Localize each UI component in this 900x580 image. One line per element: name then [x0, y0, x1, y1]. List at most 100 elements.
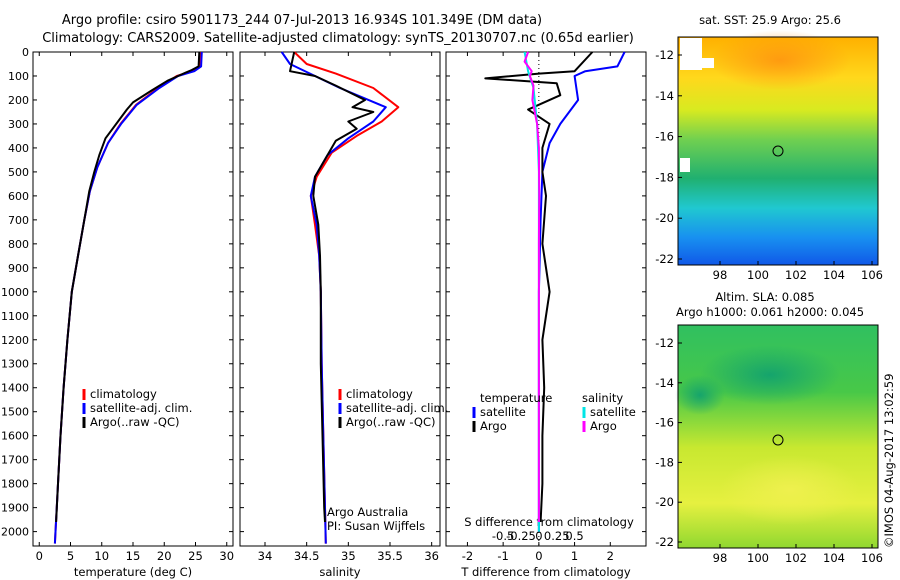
difference-panel: -2 -1 0 1 2 T difference from climatology S di…	[445, 51, 647, 579]
depth-tick-label: 1300	[1, 358, 29, 371]
diff-legend-label: Argo	[590, 419, 617, 433]
depth-tick-label: 1900	[1, 502, 29, 515]
differences-series-s-argo	[523, 51, 541, 522]
differences-xlabel: T difference from climatology	[460, 565, 631, 579]
sst-map-ticks: -12 -14 -16 -18 -20 -22 98 100 102 104 106	[655, 48, 883, 282]
salinity-xtick-label: 36	[424, 549, 439, 563]
temperature-xtick-label: 0	[36, 549, 43, 563]
sla-map-title-1: Altim. SLA: 0.085	[715, 290, 814, 304]
salinity-series-climatology	[293, 51, 400, 544]
depth-tick-label: 0	[22, 46, 29, 59]
map-longitude-label: 100	[747, 268, 769, 282]
diff-legend-salinity-title: salinity	[582, 391, 623, 405]
differences-xtick-label: 0	[535, 549, 542, 563]
map-longitude-label: 98	[713, 551, 728, 565]
sla-map: Altim. SLA: 0.085 Argo h1000: 0.061 h200…	[655, 290, 883, 565]
map-latitude-label: -14	[655, 376, 674, 390]
differences-axes-frame	[445, 51, 647, 547]
differences-series-t-argo	[484, 51, 594, 523]
salinity-legend-label: climatology	[346, 387, 413, 401]
depth-tick-label: 1000	[1, 286, 29, 299]
map-latitude-label: -18	[655, 455, 674, 469]
map-latitude-label: -16	[655, 130, 674, 144]
depth-tick-label: 1500	[1, 406, 29, 419]
depth-tick-label: 1600	[1, 430, 29, 443]
depth-tick-label: 1800	[1, 478, 29, 491]
sla-high-patch	[720, 455, 860, 525]
sla-low-patch-2	[675, 375, 725, 415]
depth-tick-label: 200	[8, 94, 29, 107]
temperature-xtick-label: 20	[157, 549, 172, 563]
salinity-xlabel: salinity	[319, 565, 360, 579]
map-latitude-label: -20	[655, 211, 674, 225]
s-difference-tick-label: -0.5	[492, 529, 514, 543]
differences-xtick-label: -1	[497, 549, 508, 563]
depth-tick-label: 900	[8, 262, 29, 275]
depth-tick-label: 300	[8, 118, 29, 131]
diff-legend-label: satellite	[590, 405, 636, 419]
sst-missing-data-3	[680, 158, 690, 172]
temperature-xtick-label: 5	[67, 549, 74, 563]
salinity-panel: 34 34.5 35 35.5 36 salinity climatologysatelli…	[239, 51, 448, 579]
sst-map: sat. SST: 25.9 Argo: 25.6 -12 -14 -16 -18 -2…	[655, 13, 883, 282]
map-latitude-label: -20	[655, 495, 674, 509]
differences-series-t-satellite	[537, 51, 626, 532]
pi-label: PI: Susan Wijffels	[327, 519, 425, 533]
s-difference-tick-label: 0	[535, 529, 542, 543]
sla-argo-position	[772, 434, 784, 446]
depth-tick-label: 600	[8, 190, 29, 203]
s-difference-tick-label: -0.25	[506, 529, 536, 543]
depth-tick-label: 1400	[1, 382, 29, 395]
temperature-xtick-label: 15	[126, 549, 141, 563]
map-longitude-label: 104	[823, 268, 845, 282]
temperature-series-climatology	[53, 51, 202, 544]
sla-map-frame	[677, 324, 879, 549]
salinity-legend-label: satellite-adj. clim.	[346, 401, 448, 415]
temperature-panel: 0 5 10 15 20 25 30 temperature (deg C) 0 100 200 30…	[1, 46, 234, 579]
map-latitude-label: -22	[655, 252, 674, 266]
salinity-legend-label: Argo(..raw -QC)	[346, 415, 436, 429]
map-latitude-label: -12	[655, 48, 674, 62]
diff-legend-label: satellite	[480, 405, 526, 419]
sla-map-ticks: -12 -14 -16 -18 -20 -22 98 100 102 104 106	[655, 336, 883, 565]
s-difference-label: S difference from climatology	[464, 515, 634, 529]
title-line-1: Argo profile: csiro 5901173_244 07-Jul-2…	[62, 13, 542, 28]
temperature-xlabel: temperature (deg C)	[74, 565, 192, 579]
depth-tick-label: 1200	[1, 334, 29, 347]
sla-map-title-2: Argo h1000: 0.061 h2000: 0.045	[676, 305, 864, 319]
temperature-axes-frame	[32, 51, 234, 547]
map-latitude-label: -14	[655, 89, 674, 103]
depth-tick-label: 1700	[1, 454, 29, 467]
differences-xtick-label: 1	[571, 549, 578, 563]
temperature-legend-label: Argo(..raw -QC)	[90, 415, 180, 429]
sst-missing-data	[680, 38, 702, 70]
map-longitude-label: 102	[785, 551, 807, 565]
temperature-legend-label: satellite-adj. clim.	[90, 401, 192, 415]
temperature-xtick-label: 10	[94, 549, 109, 563]
temperature-series-satellite-adj-clim-	[53, 51, 203, 544]
map-latitude-label: -16	[655, 416, 674, 430]
temperature-xtick-label: 25	[188, 549, 203, 563]
imos-credit: ©IMOS 04-Aug-2017 13:02:59	[882, 373, 896, 548]
sst-map-title: sat. SST: 25.9 Argo: 25.6	[699, 13, 841, 27]
depth-tick-label: 2000	[1, 526, 29, 539]
depth-tick-label: 700	[8, 214, 29, 227]
differences-xtick-label: -2	[462, 549, 473, 563]
map-longitude-label: 98	[713, 268, 728, 282]
sst-warm-patch	[710, 30, 850, 90]
argo-australia-label: Argo Australia	[327, 505, 408, 519]
depth-tick-label: 400	[8, 142, 29, 155]
map-longitude-label: 102	[785, 268, 807, 282]
temperature-xtick-label: 30	[219, 549, 234, 563]
sst-map-frame	[677, 36, 879, 266]
map-latitude-label: -18	[655, 170, 674, 184]
map-longitude-label: 106	[861, 551, 883, 565]
sst-missing-data-2	[698, 58, 714, 68]
title-line-2: Climatology: CARS2009. Satellite-adjuste…	[42, 31, 634, 46]
depth-tick-label: 800	[8, 238, 29, 251]
temperature-series-argo-raw-qc-	[55, 51, 201, 523]
s-difference-tick-label: 0.25	[544, 529, 570, 543]
map-latitude-label: -12	[655, 336, 674, 350]
sst-argo-position	[772, 145, 784, 157]
